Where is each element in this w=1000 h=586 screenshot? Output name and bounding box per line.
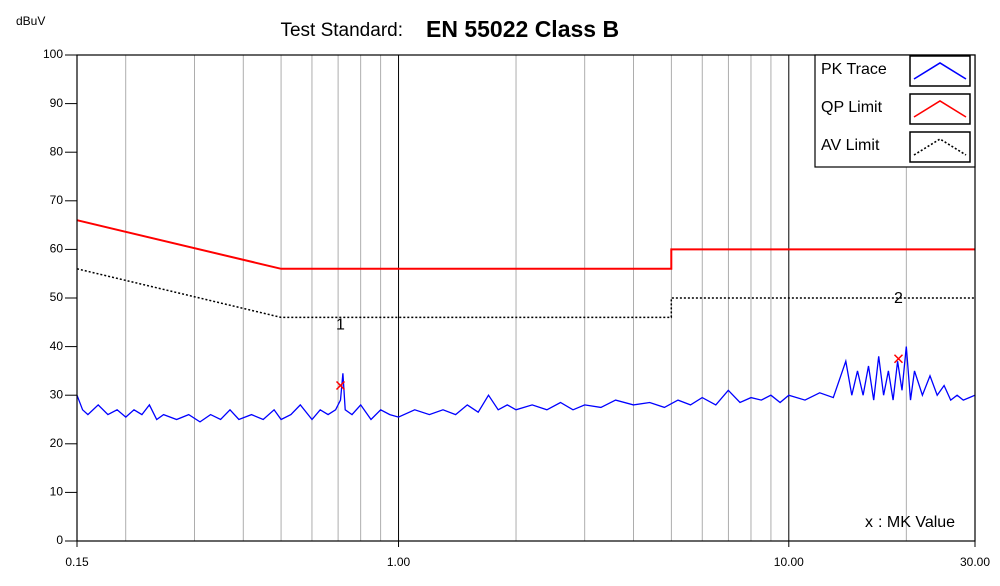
series-line [76, 219, 975, 270]
y-tick-label: 10 [50, 485, 64, 499]
legend-label: AV Limit [821, 137, 880, 154]
legend-label: QP Limit [821, 99, 883, 116]
marker [335, 380, 346, 391]
legend-swatch-box [909, 55, 971, 87]
marker [893, 354, 904, 364]
y-tick-label: 80 [50, 144, 64, 158]
series-line [76, 268, 975, 319]
y-axis-label: dBuV [16, 14, 45, 28]
y-tick-label: 50 [50, 290, 64, 304]
y-tick-label: 100 [43, 47, 63, 61]
legend-label: PK Trace [821, 61, 887, 78]
y-tick-label: 30 [50, 387, 64, 401]
marker-label: 1 [336, 317, 345, 334]
y-tick-label: 60 [50, 242, 64, 256]
x-tick-label: 30.00 [960, 555, 990, 569]
chart-title: EN 55022 Class B [426, 16, 619, 42]
marker-label: 2 [894, 290, 903, 307]
y-tick-label: 20 [50, 436, 64, 450]
y-tick-label: 90 [50, 96, 64, 110]
legend-swatch [913, 62, 967, 80]
x-tick-label: 10.00 [774, 555, 804, 569]
x-tick-label: 1.00 [387, 555, 411, 569]
series-line [76, 346, 976, 423]
legend-swatch-box [909, 131, 971, 163]
y-tick-label: 0 [56, 533, 63, 547]
marker-legend-symbol: x [865, 514, 873, 531]
legend-swatch-box [909, 93, 971, 125]
title-label: Test Standard: [280, 20, 403, 41]
y-tick-label: 70 [50, 193, 64, 207]
marker-legend-label: : MK Value [878, 514, 955, 531]
legend-swatch [913, 100, 967, 118]
y-tick-label: 40 [50, 339, 64, 353]
x-tick-label: 0.15 [65, 555, 89, 569]
